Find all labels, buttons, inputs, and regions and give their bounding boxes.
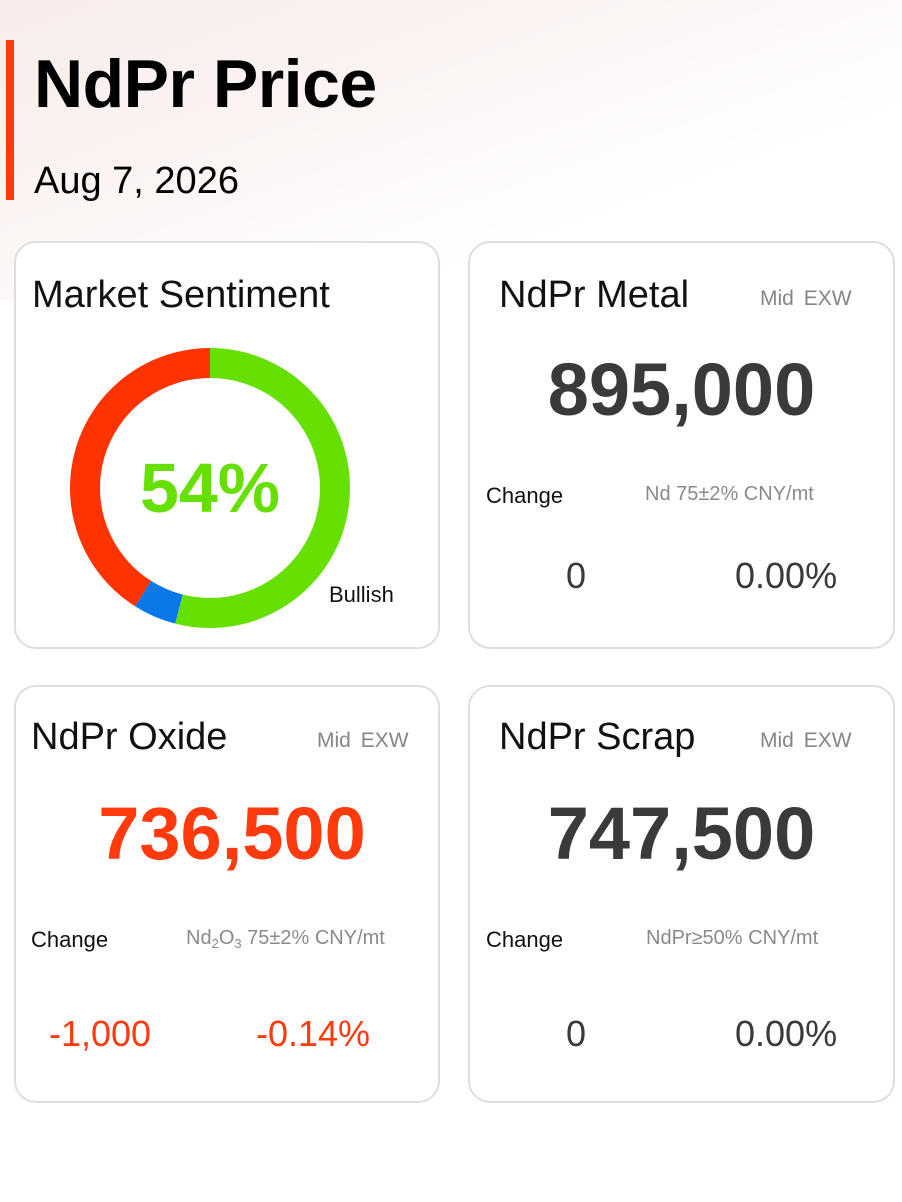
spec-subscript-2: 3 (234, 936, 242, 951)
exw-tag: EXW (360, 729, 409, 752)
sentiment-percent: 54% (139, 449, 281, 527)
donut-segment-neutral (134, 580, 184, 624)
ndpr-scrap-price-tags: Mid EXW (760, 729, 852, 753)
spec-subscript-1: 2 (211, 936, 219, 951)
spec-element-oxygen: O (218, 927, 235, 949)
title-accent-bar (6, 40, 14, 200)
ndpr-metal-change-label: Change (486, 483, 564, 508)
page-date: Aug 7, 2026 (34, 160, 239, 202)
ndpr-scrap-spec: NdPr≥50% CNY/mt (646, 927, 819, 949)
donut-segment-bullish (175, 348, 350, 628)
ndpr-scrap-change-label: Change (486, 927, 564, 952)
ndpr-oxide-card: NdPr Oxide Mid EXW 736,500 Change Nd2O3 … (14, 685, 440, 1103)
mid-tag: Mid (760, 287, 794, 310)
ndpr-oxide-change-value: -1,000 (49, 1013, 152, 1054)
ndpr-scrap-price: 747,500 (547, 792, 816, 875)
ndpr-oxide-price-tags: Mid EXW (317, 729, 409, 753)
spec-grade: 75±2% CNY/mt (241, 927, 385, 949)
ndpr-oxide-change-label: Change (31, 927, 109, 952)
donut-segment-bearish (70, 348, 211, 607)
exw-tag: EXW (803, 729, 852, 752)
ndpr-oxide-change-percent: -0.14% (256, 1013, 371, 1054)
ndpr-scrap-change-percent: 0.00% (735, 1013, 838, 1054)
ndpr-metal-title: NdPr Metal (499, 274, 690, 316)
ndpr-metal-card: NdPr Metal Mid EXW 895,000 Change Nd 75±… (468, 241, 895, 649)
ndpr-metal-change-percent: 0.00% (735, 555, 838, 596)
page-title: NdPr Price (34, 46, 377, 122)
ndpr-scrap-change-value: 0 (566, 1013, 587, 1054)
mid-tag: Mid (317, 729, 351, 752)
ndpr-scrap-card: NdPr Scrap Mid EXW 747,500 Change NdPr≥5… (468, 685, 895, 1103)
ndpr-metal-change-value: 0 (566, 555, 587, 596)
ndpr-oxide-title: NdPr Oxide (31, 716, 228, 758)
market-sentiment-title: Market Sentiment (32, 274, 330, 316)
mid-tag: Mid (760, 729, 794, 752)
ndpr-oxide-price: 736,500 (98, 792, 366, 875)
sentiment-bullish-label: Bullish (329, 582, 394, 607)
ndpr-metal-price-tags: Mid EXW (760, 287, 852, 311)
ndpr-oxide-spec: Nd2O3 75±2% CNY/mt (186, 925, 385, 951)
ndpr-metal-spec: Nd 75±2% CNY/mt (645, 483, 814, 505)
ndpr-scrap-title: NdPr Scrap (499, 716, 696, 758)
market-sentiment-card: Market Sentiment 54% Bullish (14, 241, 440, 649)
sentiment-donut-chart (70, 348, 350, 628)
ndpr-metal-price: 895,000 (547, 348, 816, 431)
exw-tag: EXW (803, 287, 852, 310)
spec-element: Nd (186, 927, 212, 949)
